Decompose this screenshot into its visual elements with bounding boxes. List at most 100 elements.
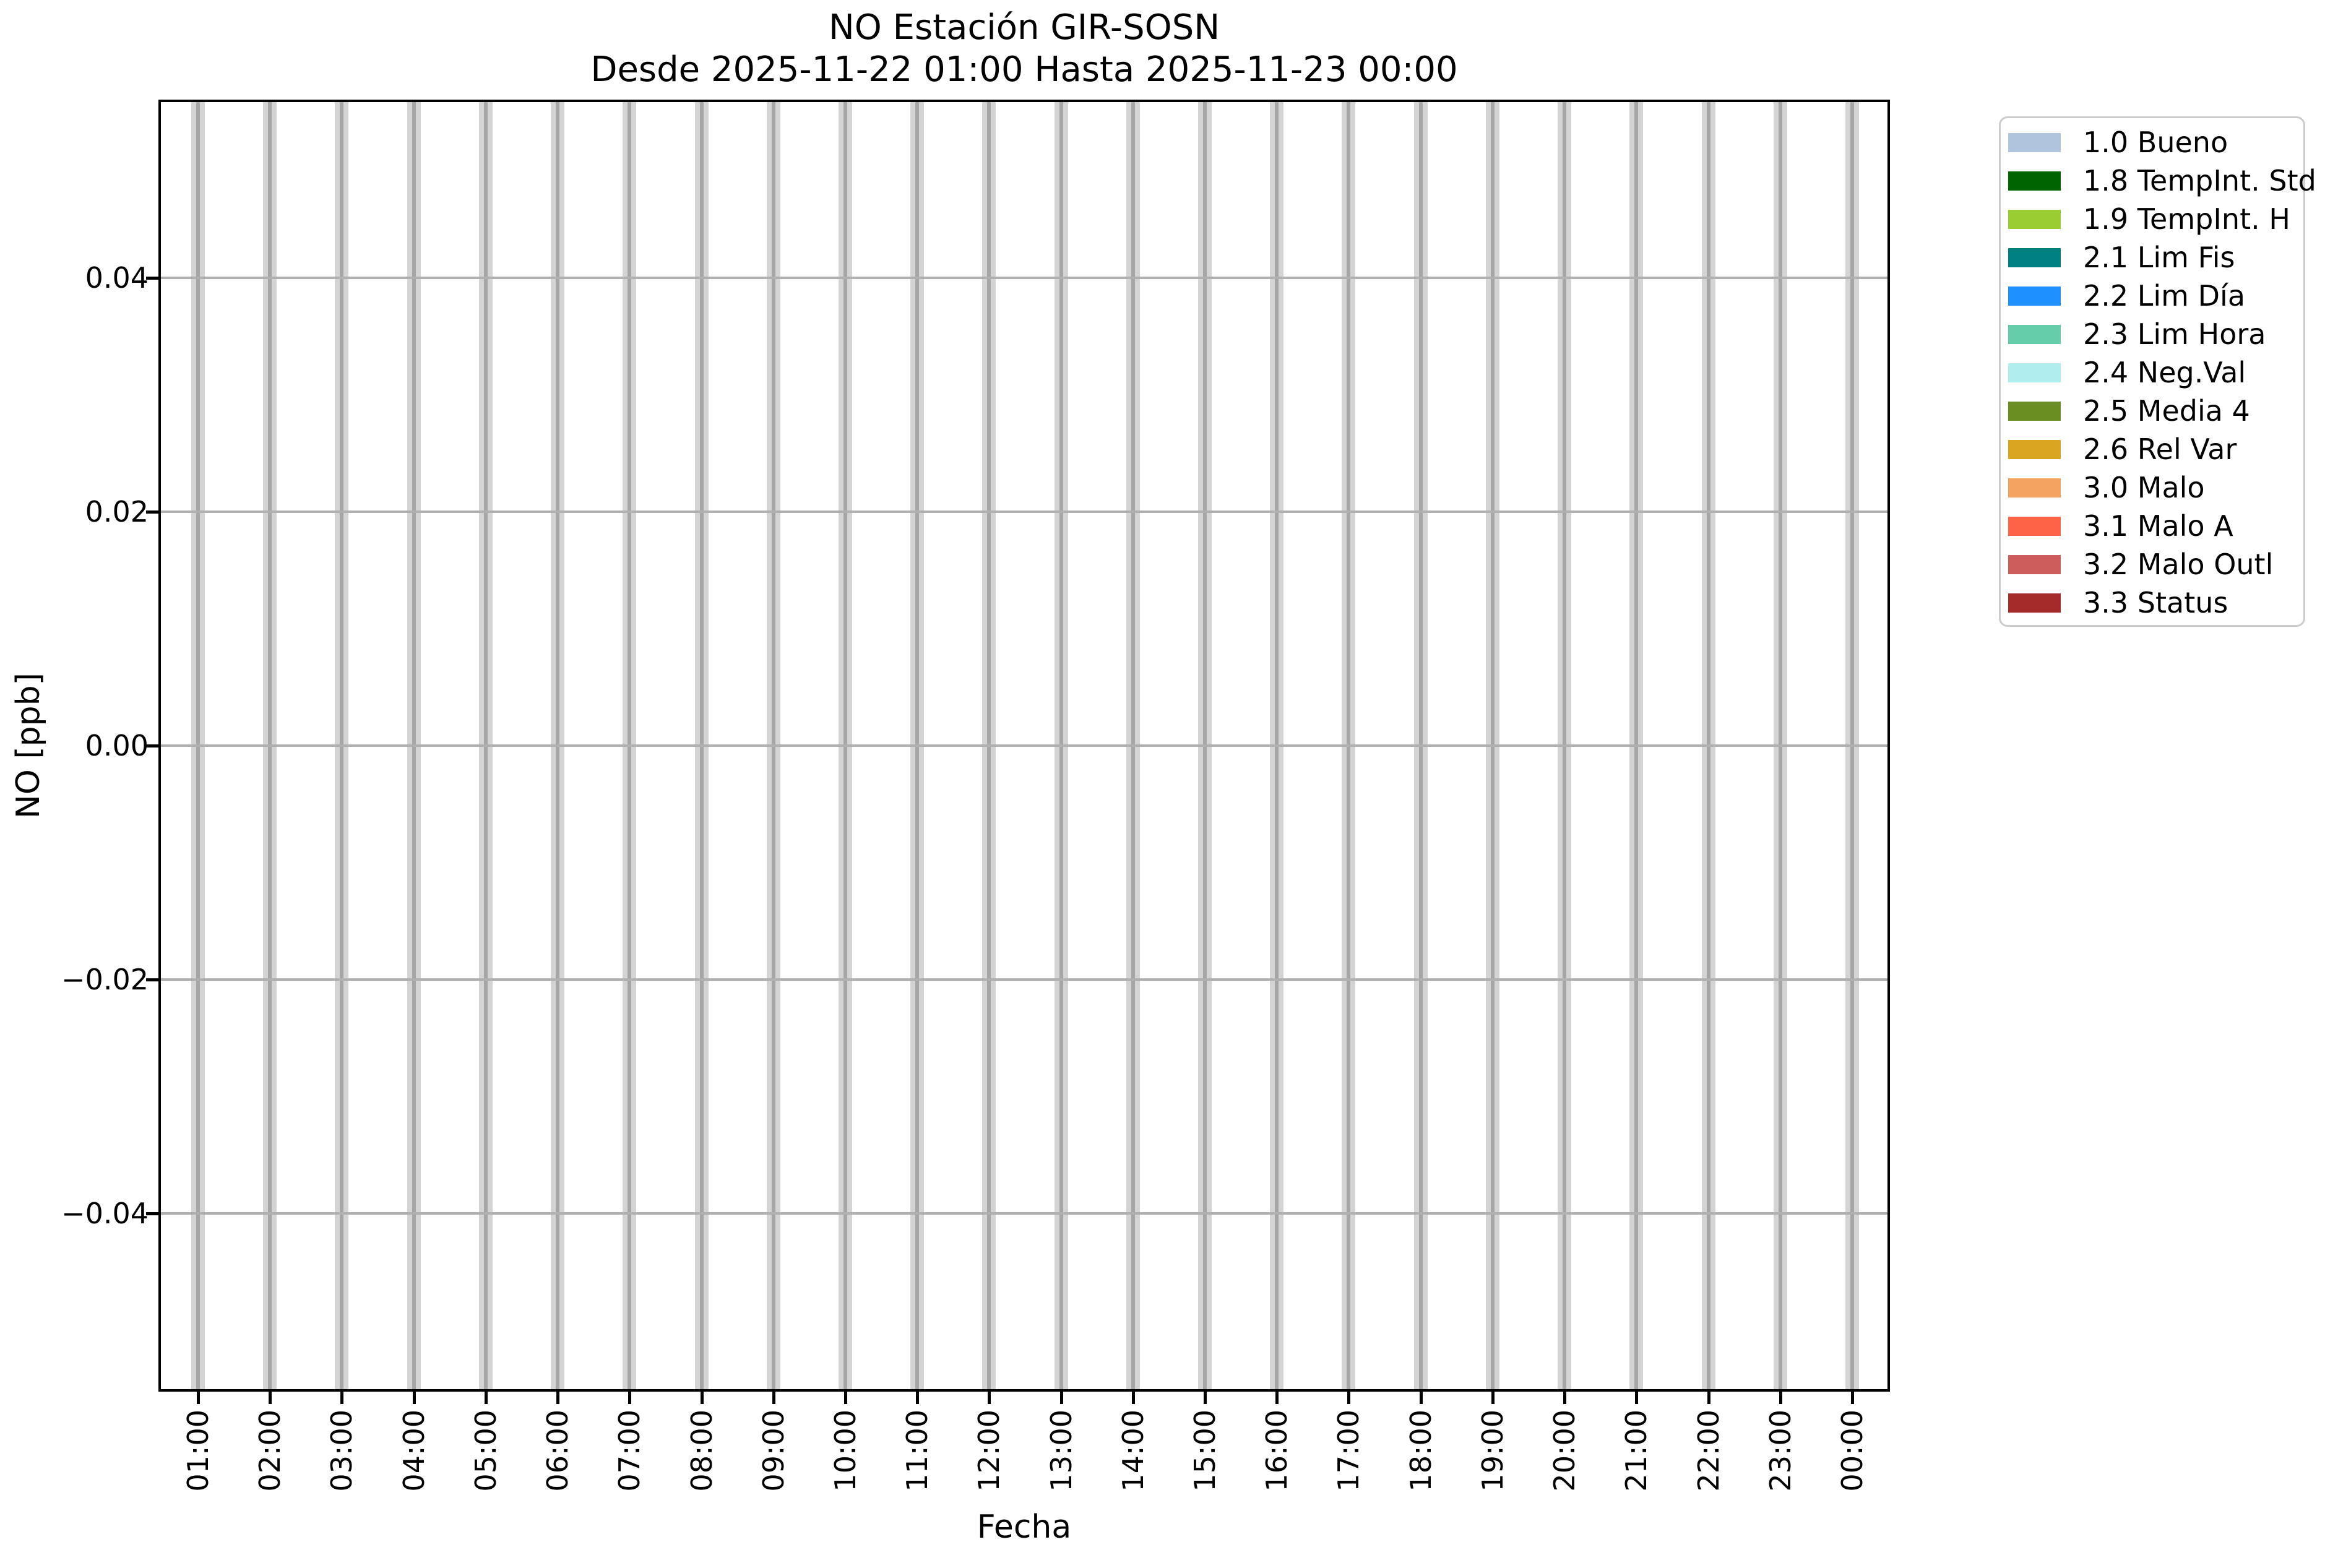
legend-swatch [2008,209,2061,229]
x-tick-label: 00:00 [1835,1410,1869,1492]
x-tick-mark [556,1392,560,1404]
y-gridline [161,510,1887,513]
legend-label: 3.3 Status [2083,586,2228,619]
plot-area [158,100,1890,1392]
x-tick-label: 15:00 [1188,1410,1222,1492]
x-tick-label: 11:00 [900,1410,934,1492]
x-tick-label: 10:00 [828,1410,862,1492]
x-tick-mark [988,1392,991,1404]
x-tick-mark [1347,1392,1351,1404]
x-tick-label: 13:00 [1044,1410,1078,1492]
legend-swatch [2008,286,2061,306]
legend-swatch [2008,171,2061,191]
legend-item: 3.2 Malo Outl [2008,545,2296,584]
x-tick-mark [1563,1392,1567,1404]
legend-swatch [2008,248,2061,267]
y-tick-mark [146,276,158,280]
legend-label: 3.2 Malo Outl [2083,548,2274,581]
legend-item: 2.6 Rel Var [2008,430,2296,468]
legend-label: 1.9 TempInt. H [2083,202,2290,236]
legend-item: 2.5 Media 4 [2008,392,2296,430]
x-tick-mark [1779,1392,1782,1404]
x-tick-mark [1491,1392,1495,1404]
legend-swatch [2008,554,2061,574]
y-gridline [161,978,1887,981]
legend-label: 2.1 Lim Fis [2083,241,2235,274]
legend-swatch [2008,132,2061,152]
legend-item: 1.9 TempInt. H [2008,200,2296,238]
legend-item: 2.2 Lim Día [2008,277,2296,315]
legend-label: 1.0 Bueno [2083,126,2228,159]
x-tick-mark [700,1392,704,1404]
x-tick-label: 01:00 [181,1410,215,1492]
legend-item: 2.1 Lim Fis [2008,238,2296,277]
legend-label: 2.2 Lim Día [2083,279,2246,312]
y-gridline [161,1212,1887,1215]
x-tick-mark [340,1392,344,1404]
y-tick-mark [146,510,158,514]
x-tick-label: 23:00 [1763,1410,1797,1492]
y-tick-label: −0.04 [61,1197,149,1231]
x-tick-mark [772,1392,775,1404]
legend-swatch [2008,439,2061,459]
x-tick-label: 16:00 [1260,1410,1294,1492]
x-tick-label: 21:00 [1620,1410,1654,1492]
y-tick-label: 0.00 [85,729,149,762]
legend-swatch [2008,363,2061,382]
legend-label: 1.8 TempInt. Std [2083,164,2316,197]
x-tick-mark [1131,1392,1135,1404]
x-tick-mark [1635,1392,1639,1404]
chart-subtitle: Desde 2025-11-22 01:00 Hasta 2025-11-23 … [590,50,1458,90]
y-gridline [161,744,1887,747]
x-tick-mark [628,1392,632,1404]
x-tick-mark [1275,1392,1279,1404]
x-tick-mark [1419,1392,1423,1404]
x-tick-label: 12:00 [972,1410,1006,1492]
legend-swatch [2008,593,2061,613]
x-tick-label: 09:00 [756,1410,790,1492]
x-axis-label: Fecha [977,1509,1072,1546]
x-tick-mark [1204,1392,1207,1404]
x-tick-label: 08:00 [684,1410,718,1492]
legend-item: 1.0 Bueno [2008,123,2296,162]
x-tick-label: 20:00 [1548,1410,1582,1492]
y-tick-label: 0.02 [85,494,149,528]
x-tick-mark [269,1392,272,1404]
x-tick-mark [1059,1392,1063,1404]
x-tick-label: 18:00 [1404,1410,1438,1492]
y-tick-mark [146,1212,158,1216]
x-tick-label: 17:00 [1332,1410,1366,1492]
y-gridline [161,276,1887,279]
legend-swatch [2008,516,2061,536]
legend-swatch [2008,324,2061,344]
legend-label: 3.0 Malo [2083,471,2205,504]
x-tick-label: 03:00 [325,1410,359,1492]
legend-item: 1.8 TempInt. Std [2008,162,2316,200]
legend: 1.0 Bueno 1.8 TempInt. Std 1.9 TempInt. H 2… [1999,116,2316,627]
x-tick-mark [197,1392,200,1404]
y-tick-mark [146,744,158,747]
legend-label: 2.5 Media 4 [2083,394,2250,428]
legend-swatch [2008,478,2061,498]
x-tick-label: 07:00 [613,1410,647,1492]
legend-item: 3.0 Malo [2008,468,2296,507]
y-tick-mark [146,978,158,982]
x-tick-mark [916,1392,920,1404]
legend-label: 2.6 Rel Var [2083,433,2237,466]
legend-label: 3.1 Malo A [2083,509,2233,543]
legend-label: 2.4 Neg.Val [2083,356,2246,389]
legend-label: 2.3 Lim Hora [2083,317,2266,351]
x-tick-mark [1851,1392,1854,1404]
x-tick-label: 06:00 [541,1410,575,1492]
y-tick-label: 0.04 [85,261,149,295]
legend-swatch [2008,401,2061,421]
legend-item: 2.4 Neg.Val [2008,353,2296,392]
y-tick-label: −0.02 [61,963,149,997]
x-tick-label: 05:00 [468,1410,503,1492]
legend-item: 3.3 Status [2008,584,2296,622]
x-tick-label: 19:00 [1475,1410,1509,1492]
x-tick-label: 14:00 [1116,1410,1150,1492]
x-tick-label: 22:00 [1691,1410,1725,1492]
chart-title: NO Estación GIR-SOSN [828,7,1220,48]
legend-item: 3.1 Malo A [2008,507,2296,545]
